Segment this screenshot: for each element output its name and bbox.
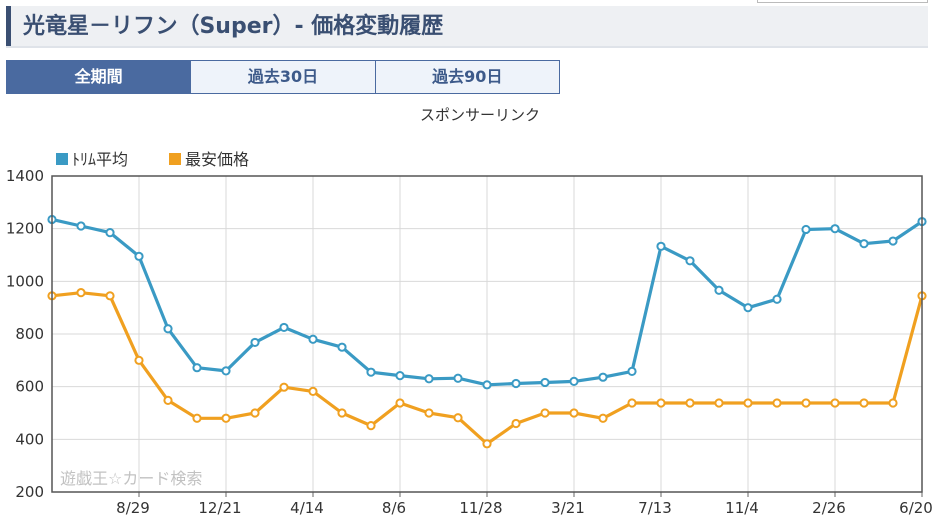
series-2-point xyxy=(279,382,289,392)
legend-swatch-1 xyxy=(56,153,68,165)
series-2-point xyxy=(221,413,231,423)
series-1-point xyxy=(888,236,898,246)
series-2-point xyxy=(714,398,724,408)
series-2-point xyxy=(598,413,608,423)
series-1-point xyxy=(105,228,115,238)
series-2-point xyxy=(453,413,463,423)
series-2-point xyxy=(308,386,318,397)
series-1-point xyxy=(134,251,144,261)
series-1-point xyxy=(424,374,434,384)
series-1-point xyxy=(627,366,637,376)
series-1-point xyxy=(192,363,202,373)
series-2-point xyxy=(424,408,434,418)
series-2-point xyxy=(366,421,376,431)
y-tick-label: 800 xyxy=(15,325,44,343)
series-1-point xyxy=(598,372,608,382)
series-1-point xyxy=(859,239,869,249)
series-1-point xyxy=(656,241,666,251)
series-2-point xyxy=(76,288,86,298)
tab-all-period[interactable]: 全期間 xyxy=(7,61,191,93)
series-2-point xyxy=(105,291,115,301)
series-1-point xyxy=(685,256,695,266)
series-2-point xyxy=(656,398,666,408)
legend-swatch-2 xyxy=(169,153,181,165)
series-2-point xyxy=(801,398,811,408)
series-2-point xyxy=(482,439,492,449)
series-2-point xyxy=(540,408,550,418)
series-1-point xyxy=(772,294,782,304)
price-chart: 200 400 600 800 1000 1200 1400 8/29 12/21 4/14 8/6… xyxy=(6,150,933,517)
period-tabs: 全期間 過去30日 過去90日 xyxy=(6,60,560,94)
series-1-point xyxy=(801,224,811,235)
x-tick-label: 2/26 xyxy=(812,499,846,517)
series-2-point xyxy=(772,398,782,408)
x-tick-label: 4/14 xyxy=(290,499,324,517)
series-1-point xyxy=(308,334,318,344)
series-1-point xyxy=(76,221,86,231)
series-1-point xyxy=(569,376,579,386)
series-1-point xyxy=(221,366,231,376)
series-2-point xyxy=(250,408,260,418)
legend-label-1: ﾄﾘﾑ平均 xyxy=(72,150,128,169)
series-1-point xyxy=(366,367,376,377)
y-tick-label: 400 xyxy=(15,430,44,448)
series-1-point xyxy=(453,373,463,383)
page-title: 光竜星－リフン（Super）‐ 価格変動履歴 xyxy=(23,14,444,39)
series-2-point xyxy=(830,398,840,408)
sponsor-link-label: スポンサーリンク xyxy=(419,106,540,124)
y-tick-label: 200 xyxy=(15,483,44,501)
x-tick-label: 12/21 xyxy=(198,499,241,517)
series-2-point xyxy=(685,398,695,408)
series-2-point xyxy=(743,398,753,408)
x-tick-label: 11/4 xyxy=(725,499,759,517)
series-2-point xyxy=(395,398,405,408)
series-2-point xyxy=(859,398,869,408)
series-1-point xyxy=(337,342,347,352)
series-2-point xyxy=(192,413,202,423)
x-tick-label: 8/6 xyxy=(382,499,406,517)
top-corner-box xyxy=(757,0,928,3)
x-tick-label: 8/29 xyxy=(116,499,150,517)
x-tick-label: 3/21 xyxy=(551,499,585,517)
series-2-point xyxy=(888,398,898,408)
series-2-point xyxy=(627,398,637,408)
series-2-point xyxy=(569,408,579,418)
series-1-point xyxy=(250,337,260,348)
legend-label-2: 最安価格 xyxy=(185,150,249,169)
series-2-point xyxy=(511,418,521,429)
series-1-point xyxy=(511,378,521,389)
y-tick-label: 1000 xyxy=(6,272,44,290)
series-1-point xyxy=(540,377,550,388)
series-1-point xyxy=(279,322,289,333)
series-2-point xyxy=(337,408,347,418)
watermark-text: 遊戯王☆カード検索 xyxy=(60,469,202,488)
series-1-point xyxy=(482,380,492,390)
y-tick-label: 600 xyxy=(15,378,44,396)
series-2-point xyxy=(163,395,173,405)
title-underline xyxy=(6,46,928,48)
y-tick-label: 1400 xyxy=(6,167,44,185)
series-1-point xyxy=(395,371,405,381)
series-1-point xyxy=(714,285,724,295)
series-1-point xyxy=(163,324,173,334)
tab-past-30-days[interactable]: 過去30日 xyxy=(190,61,375,93)
plot-frame xyxy=(51,175,923,493)
series-1-point xyxy=(743,303,753,313)
series-1-point xyxy=(830,224,840,234)
y-tick-label: 1200 xyxy=(6,220,44,238)
x-tick-label: 7/13 xyxy=(638,499,672,517)
title-bar: 光竜星－リフン（Super）‐ 価格変動履歴 xyxy=(6,6,928,47)
series-2-point xyxy=(134,355,144,365)
x-tick-label: 11/28 xyxy=(459,499,502,517)
x-tick-label: 6/20 xyxy=(899,499,933,517)
tab-past-90-days[interactable]: 過去90日 xyxy=(374,61,559,93)
